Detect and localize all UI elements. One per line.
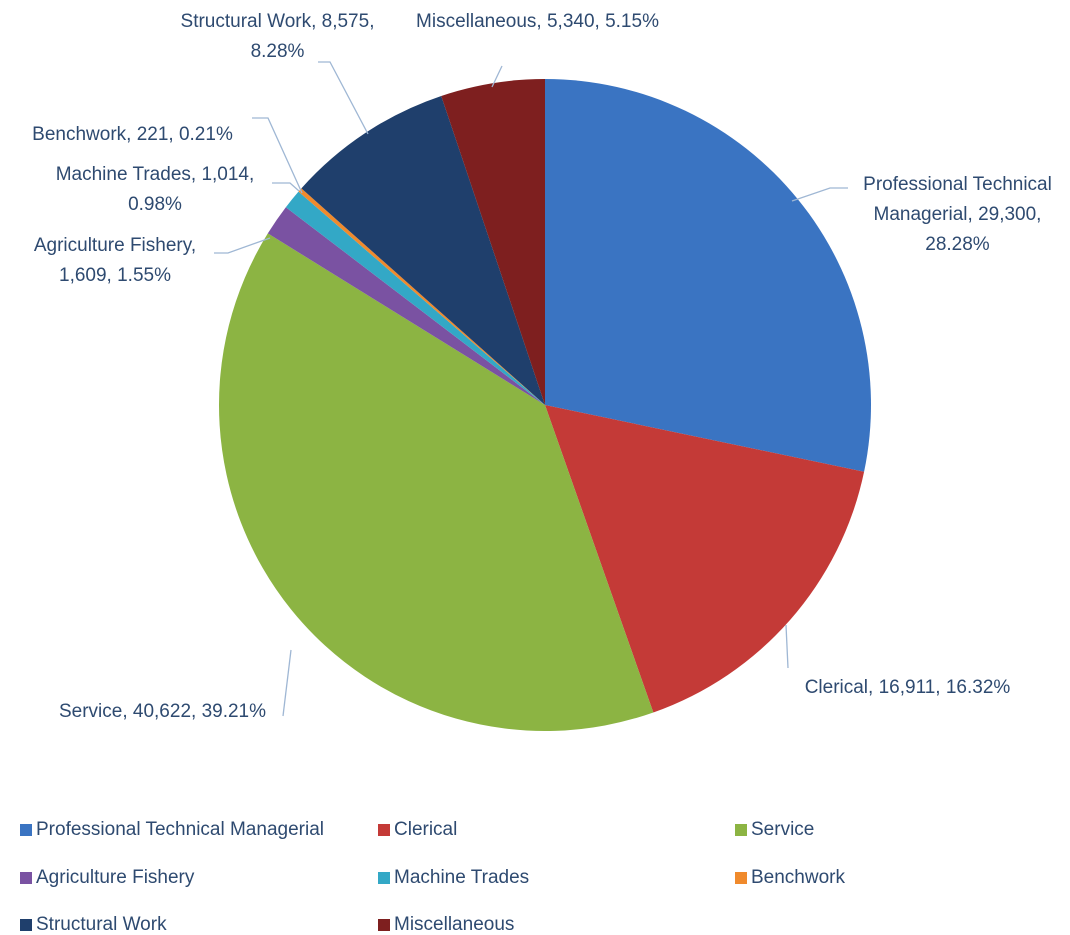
data-label: Benchwork, 221, 0.21% bbox=[32, 124, 233, 145]
legend-item: Miscellaneous bbox=[378, 914, 514, 935]
legend-label: Service bbox=[751, 819, 815, 840]
leader-line bbox=[282, 649, 292, 717]
data-label: Clerical, 16,911, 16.32% bbox=[804, 677, 1011, 698]
legend-item: Service bbox=[735, 819, 814, 841]
pie-slice bbox=[441, 79, 545, 405]
legend-swatch bbox=[378, 872, 390, 884]
legend-label: Agriculture Fishery bbox=[36, 867, 195, 888]
data-label: Miscellaneous, 5,340, 5.15% bbox=[416, 11, 659, 32]
leader-line bbox=[785, 624, 789, 669]
leader-line bbox=[214, 237, 271, 254]
data-label: Machine Trades, 1,014, 0.98% bbox=[55, 164, 255, 215]
pie-slice bbox=[301, 95, 545, 405]
pie-slice bbox=[298, 188, 545, 405]
legend-swatch bbox=[20, 919, 32, 931]
leader-line bbox=[491, 65, 503, 88]
legend-item: Clerical bbox=[378, 819, 457, 841]
pie-slice bbox=[219, 233, 654, 731]
pie-slice bbox=[285, 191, 545, 405]
pie-slice bbox=[545, 79, 872, 472]
legend-swatch bbox=[378, 824, 390, 836]
legend-item: Structural Work bbox=[20, 914, 167, 935]
data-label: Service, 40,622, 39.21% bbox=[58, 701, 267, 722]
legend-swatch bbox=[20, 872, 32, 884]
legend-label: Machine Trades bbox=[394, 867, 530, 888]
legend-item: Machine Trades bbox=[378, 867, 529, 889]
legend-swatch bbox=[735, 872, 747, 884]
legend-item: Benchwork bbox=[735, 867, 845, 889]
legend-swatch bbox=[20, 824, 32, 836]
data-label: Professional Technical Managerial, 29,30… bbox=[863, 174, 1052, 255]
leader-line bbox=[272, 182, 300, 192]
legend-label: Miscellaneous bbox=[394, 914, 515, 935]
data-label: Structural Work, 8,575, 8.28% bbox=[180, 11, 375, 62]
data-label: Agriculture Fishery, 1,609, 1.55% bbox=[33, 235, 197, 286]
legend-item: Professional Technical Managerial bbox=[20, 819, 324, 841]
legend-item: Agriculture Fishery bbox=[20, 867, 194, 889]
legend-label: Clerical bbox=[394, 819, 458, 840]
legend-label: Professional Technical Managerial bbox=[36, 819, 324, 840]
legend-label: Structural Work bbox=[36, 914, 167, 935]
legend-label: Benchwork bbox=[751, 867, 845, 888]
leader-line bbox=[318, 61, 369, 135]
legend-swatch bbox=[378, 919, 390, 931]
pie-slice bbox=[267, 207, 545, 405]
legend-swatch bbox=[735, 824, 747, 836]
leader-line bbox=[252, 117, 303, 194]
leader-line bbox=[791, 187, 848, 202]
pie-slice bbox=[545, 405, 865, 713]
